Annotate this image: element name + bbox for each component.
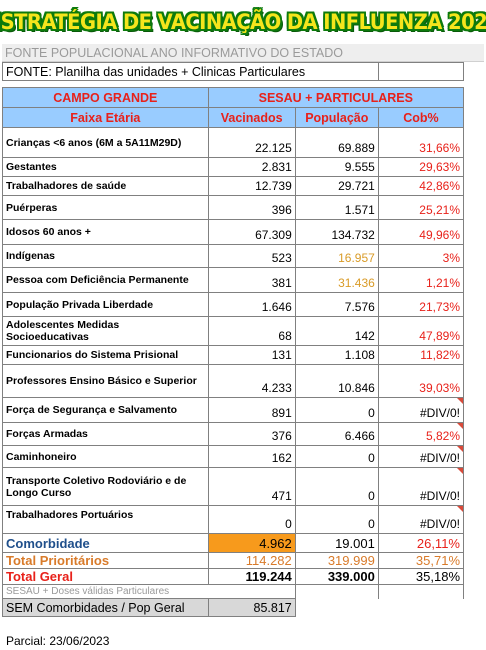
error-flag-icon <box>457 423 463 429</box>
sem-comorbidades-row: SEM Comorbidades / Pop Geral 85.817 <box>2 598 464 617</box>
table-row: Trabalhadores Portuários 0 0 #DIV/0! <box>2 505 465 534</box>
total-prioritarios-row: Total Prioritários 114.282 319.999 35,71… <box>2 552 465 569</box>
comorbidade-row: Comorbidade 4.962 19.001 26,11% <box>2 533 465 553</box>
table-row: Idosos 60 anos + 67.309 134.732 49,96% <box>2 219 465 245</box>
table-row: Forças Armadas 376 6.466 5,82% <box>2 422 465 446</box>
sem-comorbidades-value: 85.817 <box>207 598 296 617</box>
page-title: ESTRATÉGIA DE VACINAÇÃO DA INFLUENZA 202… <box>0 10 486 34</box>
table-row: Adolescentes Medidas Socioeducativas 68 … <box>2 316 465 346</box>
table-row: Funcionarios do Sistema Prisional 131 1.… <box>2 345 465 365</box>
table-row: Caminhoneiro 162 0 #DIV/0! <box>2 445 465 468</box>
header-row-2: Faixa Etária Vacinados População Cob% <box>2 107 465 128</box>
table-row: População Privada Liberdade 1.646 7.576 … <box>2 292 465 317</box>
col-faixa-header: Faixa Etária <box>2 107 209 128</box>
city-header: CAMPO GRANDE <box>2 87 209 108</box>
vaccination-table: FONTE: Planilha das unidades + Clinicas … <box>2 62 465 617</box>
source-row: FONTE: Planilha das unidades + Clinicas … <box>2 62 465 81</box>
parcial-date: Parcial: 23/06/2023 <box>6 634 110 648</box>
table-row: Indígenas 523 16.957 3% <box>2 244 465 268</box>
error-flag-icon <box>457 468 463 474</box>
col-populacao-header: População <box>294 107 379 128</box>
col-vacinados-header: Vacinados <box>207 107 296 128</box>
table-row: Crianças <6 anos (6M a 5A11M29D) 22.125 … <box>2 127 465 158</box>
table-row: Transporte Coletivo Rodoviário e de Long… <box>2 467 465 506</box>
sesau-note: SESAU + Doses válidas Particulares <box>2 584 296 599</box>
table-row: Trabalhadores de saúde 12.739 29.721 42,… <box>2 176 465 196</box>
header-row-1: CAMPO GRANDE SESAU + PARTICULARES <box>2 87 465 108</box>
sem-comorbidades-label: SEM Comorbidades / Pop Geral <box>2 598 209 617</box>
source-header: SESAU + PARTICULARES <box>207 87 465 108</box>
error-flag-icon <box>457 398 463 404</box>
table-row: Pessoa com Deficiência Permanente 381 31… <box>2 267 465 293</box>
total-geral-row: Total Geral 119.244 339.000 35,18% <box>2 568 465 585</box>
table-row: Gestantes 2.831 9.555 29,63% <box>2 157 465 177</box>
table-row: Força de Segurança e Salvamento 891 0 #D… <box>2 397 465 423</box>
col-cob-header: Cob% <box>377 107 465 128</box>
error-flag-icon <box>457 506 463 512</box>
error-flag-icon <box>457 446 463 452</box>
table-row: Puérperas 396 1.571 25,21% <box>2 195 465 220</box>
table-row: Professores Ensino Básico e Superior 4.2… <box>2 364 465 398</box>
sesau-note-row: SESAU + Doses válidas Particulares <box>2 584 465 599</box>
population-source-note: FONTE POPULACIONAL ANO INFORMATIVO DO ES… <box>2 44 484 62</box>
source-note: FONTE: Planilha das unidades + Clinicas … <box>2 62 379 81</box>
